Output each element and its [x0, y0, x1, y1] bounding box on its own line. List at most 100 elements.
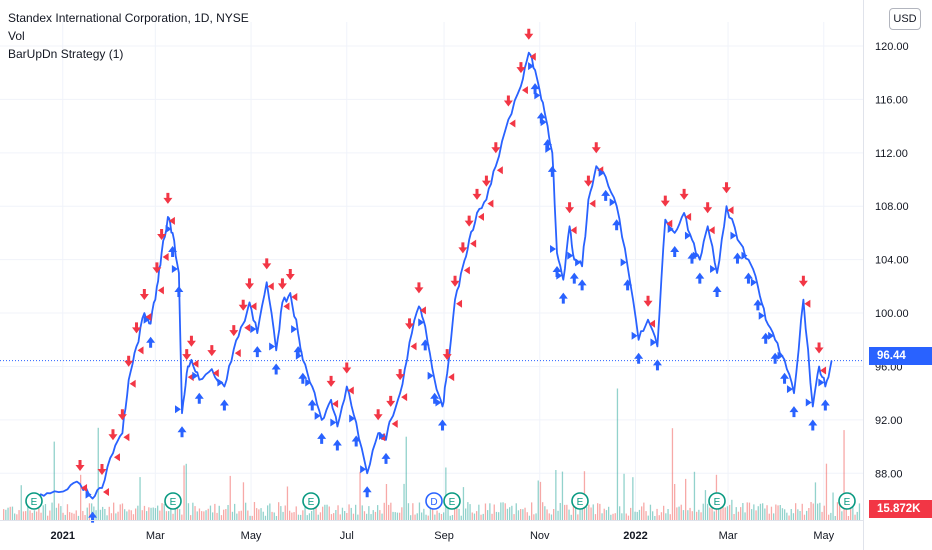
- volume-bar: [146, 511, 148, 520]
- x-tick-label: May: [241, 530, 262, 542]
- earnings-event-marker[interactable]: E: [708, 492, 726, 510]
- entry-marker: [534, 91, 541, 100]
- volume-bar: [559, 503, 561, 520]
- volume-bar: [267, 505, 269, 520]
- volume-bar: [148, 507, 150, 520]
- volume-bar: [522, 509, 524, 520]
- volume-bar: [616, 388, 619, 520]
- sell-arrow: [124, 355, 134, 367]
- buy-arrow: [808, 419, 818, 431]
- volume-bar: [471, 512, 473, 520]
- volume-bar: [630, 507, 632, 520]
- earnings-event-marker[interactable]: E: [838, 492, 856, 510]
- volume-bar: [234, 503, 236, 520]
- buy-arrow: [558, 292, 568, 304]
- dividend-event-marker[interactable]: D: [425, 492, 443, 510]
- sell-arrow: [75, 459, 85, 471]
- volume-bar: [608, 506, 610, 520]
- exit-marker: [666, 219, 673, 228]
- buy-arrow: [307, 399, 317, 411]
- currency-button[interactable]: USD: [889, 8, 921, 30]
- volume-bar: [374, 511, 377, 520]
- volume-bar: [599, 503, 601, 520]
- entry-marker: [609, 198, 616, 207]
- buy-arrow: [146, 336, 156, 348]
- volume-bar: [425, 514, 427, 520]
- symbol-title[interactable]: Standex International Corporation, 1D, N…: [8, 11, 249, 25]
- volume-bar: [843, 430, 845, 520]
- volume-bar: [218, 505, 220, 520]
- earnings-event-marker[interactable]: E: [443, 492, 461, 510]
- volume-bar: [36, 511, 38, 520]
- volume-bar: [500, 502, 502, 520]
- sell-arrow: [244, 278, 254, 290]
- buy-arrow: [743, 272, 753, 284]
- entry-marker: [250, 325, 257, 334]
- volume-bar: [282, 511, 284, 520]
- volume-bar: [341, 507, 344, 520]
- volume-bar: [247, 510, 249, 520]
- volume-bar: [44, 504, 47, 520]
- volume-bar: [801, 503, 803, 520]
- volume-bar: [157, 505, 159, 520]
- volume-bar: [702, 503, 704, 520]
- entry-marker: [165, 224, 172, 233]
- volume-bar: [106, 515, 108, 520]
- volume-bar: [810, 502, 812, 520]
- volume-bar: [777, 505, 779, 520]
- exit-marker: [529, 52, 536, 61]
- exit-marker: [391, 419, 398, 428]
- entry-marker: [378, 431, 385, 440]
- volume-bar: [586, 506, 588, 520]
- volume-bar: [416, 513, 418, 520]
- exit-marker: [820, 366, 827, 375]
- earnings-event-marker[interactable]: E: [571, 492, 589, 510]
- earnings-event-marker[interactable]: E: [302, 492, 320, 510]
- volume-bar: [665, 513, 667, 520]
- buy-arrow: [293, 346, 303, 358]
- strategy-indicator-label[interactable]: BarUpDn Strategy (1): [8, 47, 124, 61]
- volume-bar: [18, 510, 20, 520]
- volume-indicator-label[interactable]: Vol: [8, 29, 25, 43]
- volume-bar: [187, 503, 190, 520]
- exit-marker: [168, 216, 175, 225]
- volume-bar: [251, 515, 253, 520]
- volume-bar: [707, 503, 709, 520]
- volume-bar: [176, 506, 179, 520]
- exit-marker: [478, 212, 485, 221]
- volume-bar: [456, 503, 458, 520]
- volume-bar: [300, 514, 302, 520]
- entry-marker: [427, 371, 434, 380]
- volume-bar: [126, 511, 128, 520]
- volume-bar: [671, 428, 674, 520]
- volume-bar: [568, 509, 570, 520]
- volume-bar: [110, 513, 113, 520]
- volume-bar: [75, 510, 77, 520]
- volume-bar: [445, 467, 447, 520]
- sell-arrow: [277, 278, 287, 290]
- volume-bar: [432, 502, 434, 520]
- entry-marker: [360, 465, 367, 474]
- exit-marker: [487, 199, 494, 208]
- volume-bar: [605, 510, 608, 520]
- volume-bar: [333, 513, 335, 520]
- earnings-event-marker[interactable]: E: [164, 492, 182, 510]
- buy-arrow: [687, 252, 697, 264]
- volume-bar: [803, 514, 806, 520]
- earnings-icon: [25, 492, 43, 510]
- volume-bar: [834, 516, 836, 520]
- volume-bar: [262, 511, 264, 520]
- volume-bar: [636, 511, 638, 520]
- earnings-event-marker[interactable]: E: [25, 492, 43, 510]
- volume-bar: [632, 477, 634, 520]
- volume-bar: [132, 514, 135, 520]
- volume-bar: [104, 509, 106, 520]
- volume-bar: [700, 512, 702, 520]
- volume-bar: [737, 511, 740, 520]
- volume-bar: [231, 511, 234, 520]
- y-tick-label: 104.00: [875, 255, 909, 267]
- volume-bar: [724, 507, 726, 520]
